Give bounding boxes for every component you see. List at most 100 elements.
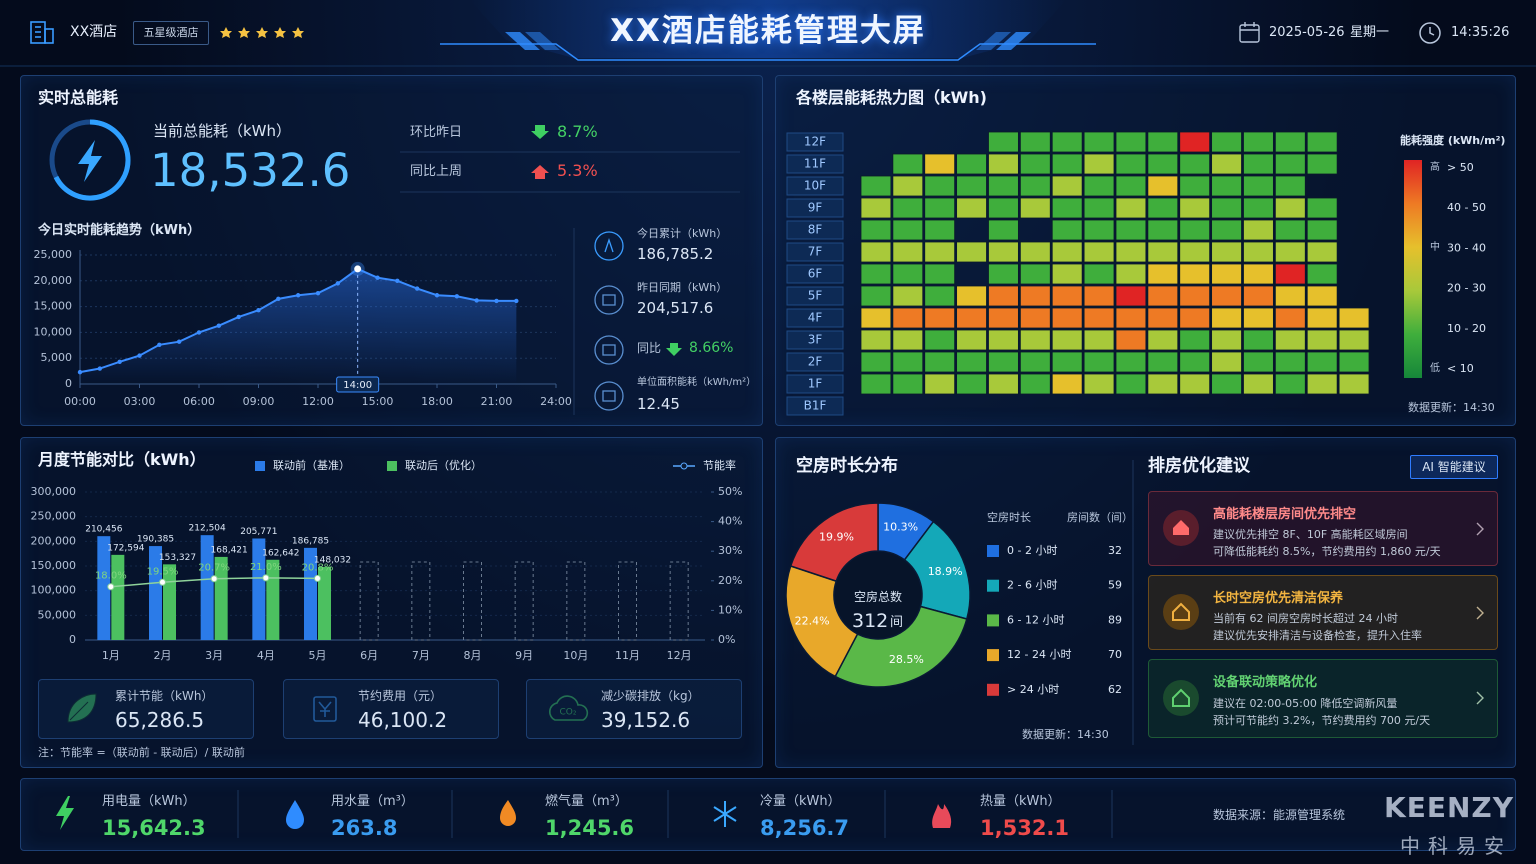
- heat-cell: [988, 285, 1019, 307]
- x-tick-label: 2月: [154, 649, 172, 662]
- placeholder-bar: [566, 561, 586, 641]
- point: [176, 339, 182, 344]
- heat-cell: [1083, 219, 1115, 241]
- y-tick-label: 150,000: [31, 559, 77, 572]
- heat-cell: [1338, 307, 1370, 329]
- chevron: [1476, 606, 1484, 620]
- heat-cell: [1306, 373, 1338, 395]
- ai-button[interactable]: AI 智能建议: [1410, 455, 1498, 479]
- slice-label: 19.9%: [819, 530, 854, 543]
- legend-dot: [680, 462, 688, 470]
- row-label-box: [786, 220, 844, 240]
- y-tick-label: 20,000: [34, 274, 73, 287]
- footer-value: 8,256.7: [760, 816, 850, 840]
- heat-cell: [1019, 351, 1051, 373]
- update-time: 数据更新：14:30: [1408, 401, 1495, 414]
- advice-card[interactable]: 长时空房优先清洁保养 当前有 62 间房空房时长超过 24 小时 建议优先安排清…: [1148, 575, 1498, 650]
- y-tick-label: 25,000: [34, 248, 73, 261]
- row-label-box: [786, 308, 844, 328]
- panel-title: 月度节能对比（kWh）: [38, 450, 206, 469]
- point: [256, 308, 261, 313]
- heat-cell: [860, 197, 892, 219]
- saving-value: 65,286.5: [115, 708, 205, 732]
- heat-cell: [956, 175, 987, 197]
- x-tick-label: 4月: [257, 649, 275, 662]
- row-label-box: [786, 198, 844, 218]
- heat-cell: [1306, 219, 1338, 241]
- center-label: 空房总数: [853, 590, 902, 604]
- heat-cell: [1051, 307, 1083, 329]
- advice-line: 建议优先安排清洁与设备检查，提升入住率: [1213, 629, 1422, 642]
- heat-cell: [860, 351, 892, 373]
- rate-label: 19.5%: [147, 566, 179, 577]
- heat-cell: [1147, 351, 1179, 373]
- chart-title: 今日实时能耗趋势（kWh）: [38, 223, 201, 238]
- heat-cell: [860, 263, 892, 285]
- heat-cell: [1115, 153, 1147, 175]
- chevron: [1476, 522, 1484, 536]
- date: 2025-05-26: [1269, 25, 1345, 40]
- heat-cell: [860, 241, 892, 263]
- heat-cell: [1115, 329, 1147, 351]
- heat-cell: [1083, 307, 1115, 329]
- heat-cell: [924, 153, 956, 175]
- heat-cell: [924, 241, 956, 263]
- heat-cell: [988, 131, 1019, 153]
- down-arrow: [666, 343, 682, 356]
- legend-count: 32: [1108, 544, 1122, 557]
- heat-cell: [1243, 263, 1274, 285]
- heat-cell: [1115, 241, 1147, 263]
- heat-cell: [1274, 197, 1306, 219]
- legend-swatch: [987, 579, 999, 592]
- point: [474, 298, 479, 303]
- x-tick-label: 3月: [205, 649, 223, 662]
- heat-cell: [1179, 219, 1211, 241]
- y-tick-label: 50,000: [38, 608, 77, 621]
- legend-label: 0 - 2 小时: [1007, 544, 1057, 557]
- saving-label: 节约费用（元）: [358, 689, 443, 703]
- heat-cell: [988, 307, 1019, 329]
- row-label: 4F: [808, 311, 823, 325]
- heat-cell: [1147, 153, 1179, 175]
- heat-cell: [892, 153, 924, 175]
- up-arrow: [531, 165, 549, 179]
- advice-line: 建议优先排空 8F、10F 高能耗区域房间: [1213, 528, 1408, 541]
- advice-card[interactable]: 高能耗楼层房间优先排空 建议优先排空 8F、10F 高能耗区域房间 可降低能耗约…: [1148, 491, 1498, 566]
- footer-value: 15,642.3: [102, 816, 206, 840]
- row-label-box: [786, 154, 844, 174]
- heat-cell: [988, 373, 1019, 395]
- heat-cell: [1147, 219, 1179, 241]
- slice-label: 10.3%: [883, 521, 918, 534]
- heat-cell: [1083, 241, 1115, 263]
- advice-line: 当前有 62 间房空房时长超过 24 小时: [1213, 612, 1398, 625]
- heat-cell: [1211, 153, 1242, 175]
- bar-label: 190,385: [137, 535, 174, 545]
- heat-cell: [1306, 153, 1338, 175]
- note: 注：节能率 =（联动前 - 联动后）/ 联动前: [38, 746, 245, 759]
- row-label: 9F: [808, 201, 823, 215]
- heat-cell: [1147, 263, 1179, 285]
- row-label-box: [786, 264, 844, 284]
- heat-cell: [1211, 197, 1242, 219]
- x-tick-label: 7月: [412, 649, 430, 662]
- heat-cell: [924, 351, 956, 373]
- cold-icon: [713, 801, 737, 827]
- heat-cell: [1179, 241, 1211, 263]
- x-tick-label: 11月: [615, 649, 640, 662]
- heat-cell: [1147, 329, 1179, 351]
- heat-cell: [1147, 175, 1179, 197]
- footer-label: 冷量（kWh）: [760, 794, 841, 809]
- time: 14:35:26: [1451, 25, 1510, 40]
- heat-cell: [1115, 285, 1147, 307]
- annotation-label: 14:00: [343, 380, 372, 391]
- down-arrow: [531, 125, 549, 139]
- bar: [214, 556, 228, 640]
- advice-card[interactable]: 设备联动策略优化 建议在 02:00-05:00 降低空调新风量 预计可节能约 …: [1148, 659, 1498, 738]
- heat-cell: [1019, 285, 1051, 307]
- legend-label: 节能率: [703, 458, 736, 472]
- heat-cell: [1211, 175, 1242, 197]
- heat-cell: [988, 351, 1019, 373]
- heat-cell: [1179, 307, 1211, 329]
